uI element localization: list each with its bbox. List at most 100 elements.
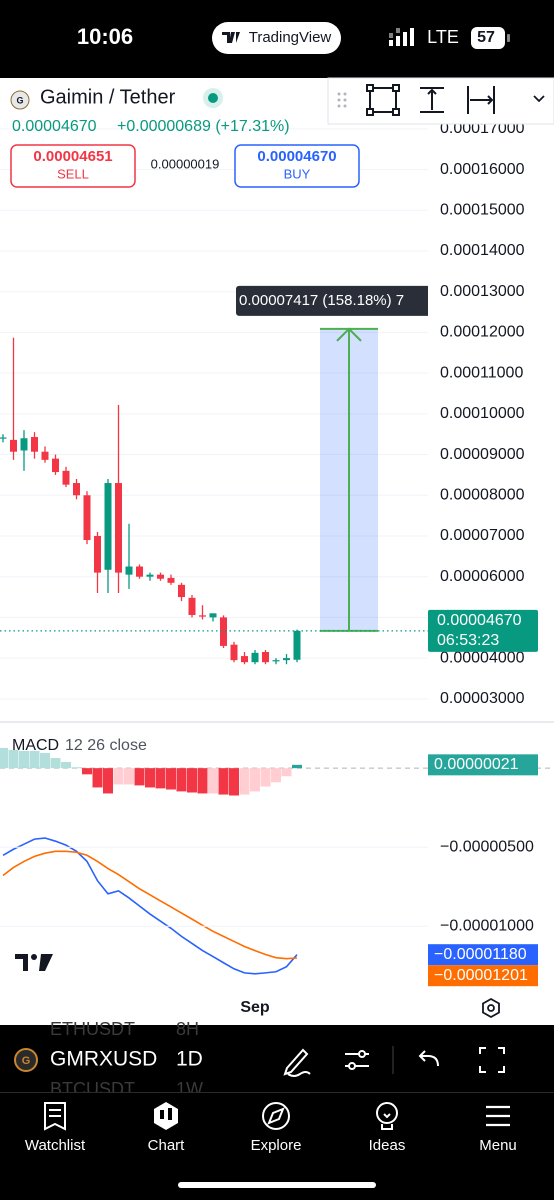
last-price-label: 0.00004670 [437,612,522,629]
histogram-bar [40,752,50,769]
price-range-tool[interactable] [420,87,444,113]
histogram-bar [134,768,145,786]
market-status-dot [208,93,218,103]
measure-label: 0.00007417 (158.18%) 7 [239,292,404,309]
buy-price: 0.00004670 [257,148,336,165]
histogram-bar [260,768,271,787]
candle-body [199,615,206,617]
signal-icon [389,28,414,46]
last-value-box [428,944,538,966]
candle-body [157,574,164,579]
histogram-bar [176,768,187,792]
y-tick-label: −0.00001000 [440,917,534,934]
candle-body [115,483,122,573]
measure-arrowhead [336,327,362,342]
chart-icon [154,1102,178,1130]
tab-label[interactable]: Ideas [369,1137,406,1154]
y-tick-label: 0.00007000 [440,527,525,544]
histogram-bar [292,764,302,769]
settings-icon[interactable] [482,997,500,1019]
symbol-clip: GMRXUSD [50,1048,157,1071]
battery [471,27,505,49]
fullscreen-icon[interactable] [479,1047,505,1073]
symbol-logo [14,1048,38,1072]
histogram-bar [155,768,166,789]
candle-body [104,483,112,570]
sell-button[interactable] [10,144,136,188]
candle-body [146,574,154,577]
date-range-tool[interactable] [467,86,495,114]
y-tick-label: 0.00011000 [440,364,523,381]
price-plot: 0.00007417 (158.18%) 7 [0,285,428,665]
app-logo [222,32,240,43]
histogram-bar [124,768,134,785]
tradingview-watermark [15,954,53,971]
histogram-bar [8,749,19,769]
buy-button[interactable] [234,144,360,188]
time-axis: Sep [240,999,270,1016]
tab-label[interactable]: Watchlist [25,1137,86,1154]
candle-body [272,660,280,662]
histogram-bar [271,768,281,783]
battery-level: 57 [477,29,495,46]
explore-icon [262,1102,290,1130]
symbol-title[interactable]: Gaimin / Tether [40,86,176,108]
candle-body [10,439,17,452]
y-tick-label: −0.00000500 [440,838,534,855]
symbol-bar [0,1025,554,1092]
histogram-bar [29,750,40,769]
histogram-bar [71,767,82,769]
header-price: 0.00004670 [12,118,97,135]
macd-plot [0,747,428,975]
macd-params: 12 26 close [65,737,147,754]
histogram-bar [250,768,260,792]
tab-label[interactable]: Chart [148,1137,186,1154]
y-tick-label: 0.00009000 [440,446,525,463]
countdown: 06:53:23 [437,632,499,649]
candle-body [125,566,133,575]
ghost-interval: 8H [176,1019,199,1039]
battery-tip [507,34,510,42]
histogram-bar [113,768,124,785]
histogram-bar [281,768,292,777]
y-tick-label: 0.00006000 [440,568,525,585]
interval[interactable]: 1D [176,1048,203,1071]
candle-body [83,495,91,541]
candle-body [52,458,59,473]
candle-body [178,584,185,598]
toolbar-dropdown[interactable] [533,95,545,103]
indicators-icon[interactable] [345,1050,369,1070]
home-indicator [178,1182,376,1188]
candle-body [94,535,101,573]
tab-label[interactable]: Explore [251,1137,302,1154]
app-pill [212,22,341,54]
tab-label[interactable]: Menu [479,1137,517,1154]
last-value-label: 0.00000021 [434,756,519,773]
candle-body [188,597,196,615]
candle-body [41,451,49,460]
candle-body [136,566,143,577]
histogram-bar [166,768,176,790]
symbol-name[interactable]: GMRXUSD [50,1048,157,1071]
macd-title: MACD [12,737,59,754]
last-price-box [428,609,538,652]
symbol-icon-letter: G [16,95,23,105]
draw-icon[interactable] [283,1048,311,1077]
histogram-bar [103,768,113,794]
symbol-logo-letter: G [22,1055,31,1067]
candle-body [209,613,217,618]
indicator-line [2,837,298,975]
candle-body [241,656,248,663]
candle-body [73,483,80,496]
rectangle-tool[interactable] [366,84,400,116]
undo-icon[interactable] [418,1050,439,1067]
histogram-bar [218,768,229,795]
last-value-box [428,754,538,776]
header-change: +0.00000689 (+17.31%) [117,118,290,135]
chart-background [0,78,554,1025]
histogram-bar [0,747,8,769]
sell-label: SELL [57,166,89,181]
candle-body [283,658,290,661]
